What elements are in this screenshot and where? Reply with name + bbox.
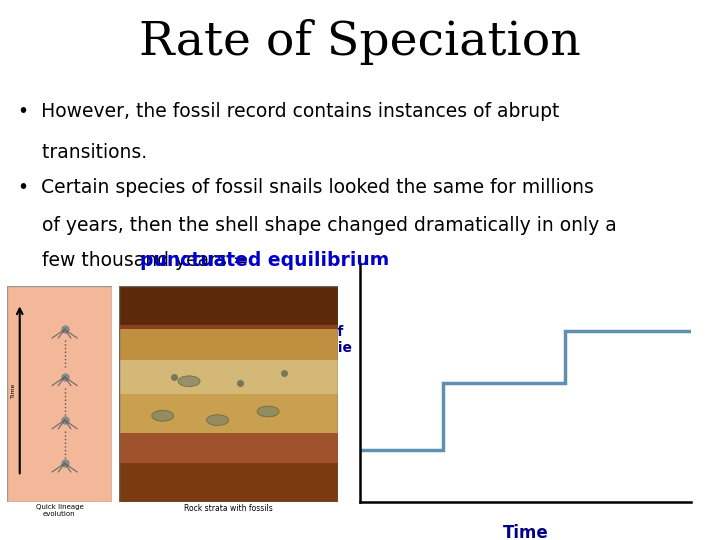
Ellipse shape bbox=[257, 406, 279, 417]
Text: few thousand years =: few thousand years = bbox=[18, 251, 255, 270]
Text: •  Certain species of fossil snails looked the same for millions: • Certain species of fossil snails looke… bbox=[18, 178, 594, 197]
FancyBboxPatch shape bbox=[7, 286, 112, 502]
Text: •  However, the fossil record contains instances of abrupt: • However, the fossil record contains in… bbox=[18, 102, 559, 120]
Text: Time: Time bbox=[503, 524, 549, 540]
FancyBboxPatch shape bbox=[119, 433, 338, 463]
Text: of years, then the shell shape changed dramatically in only a: of years, then the shell shape changed d… bbox=[18, 215, 617, 234]
FancyBboxPatch shape bbox=[119, 394, 338, 433]
Text: # of
specie
s: # of specie s bbox=[302, 325, 352, 371]
Ellipse shape bbox=[207, 415, 229, 426]
Text: Quick lineage
evolution: Quick lineage evolution bbox=[35, 504, 84, 517]
Text: punctuated equilibrium: punctuated equilibrium bbox=[140, 251, 390, 270]
Ellipse shape bbox=[178, 376, 200, 387]
FancyBboxPatch shape bbox=[119, 360, 338, 394]
Ellipse shape bbox=[152, 410, 174, 421]
FancyBboxPatch shape bbox=[119, 286, 338, 325]
Text: Rock strata with fossils: Rock strata with fossils bbox=[184, 504, 273, 514]
Text: transitions.: transitions. bbox=[18, 143, 147, 161]
FancyBboxPatch shape bbox=[119, 463, 338, 502]
Text: Time: Time bbox=[11, 382, 16, 397]
Text: Rate of Speciation: Rate of Speciation bbox=[139, 19, 581, 65]
FancyBboxPatch shape bbox=[119, 329, 338, 360]
FancyBboxPatch shape bbox=[119, 286, 338, 329]
